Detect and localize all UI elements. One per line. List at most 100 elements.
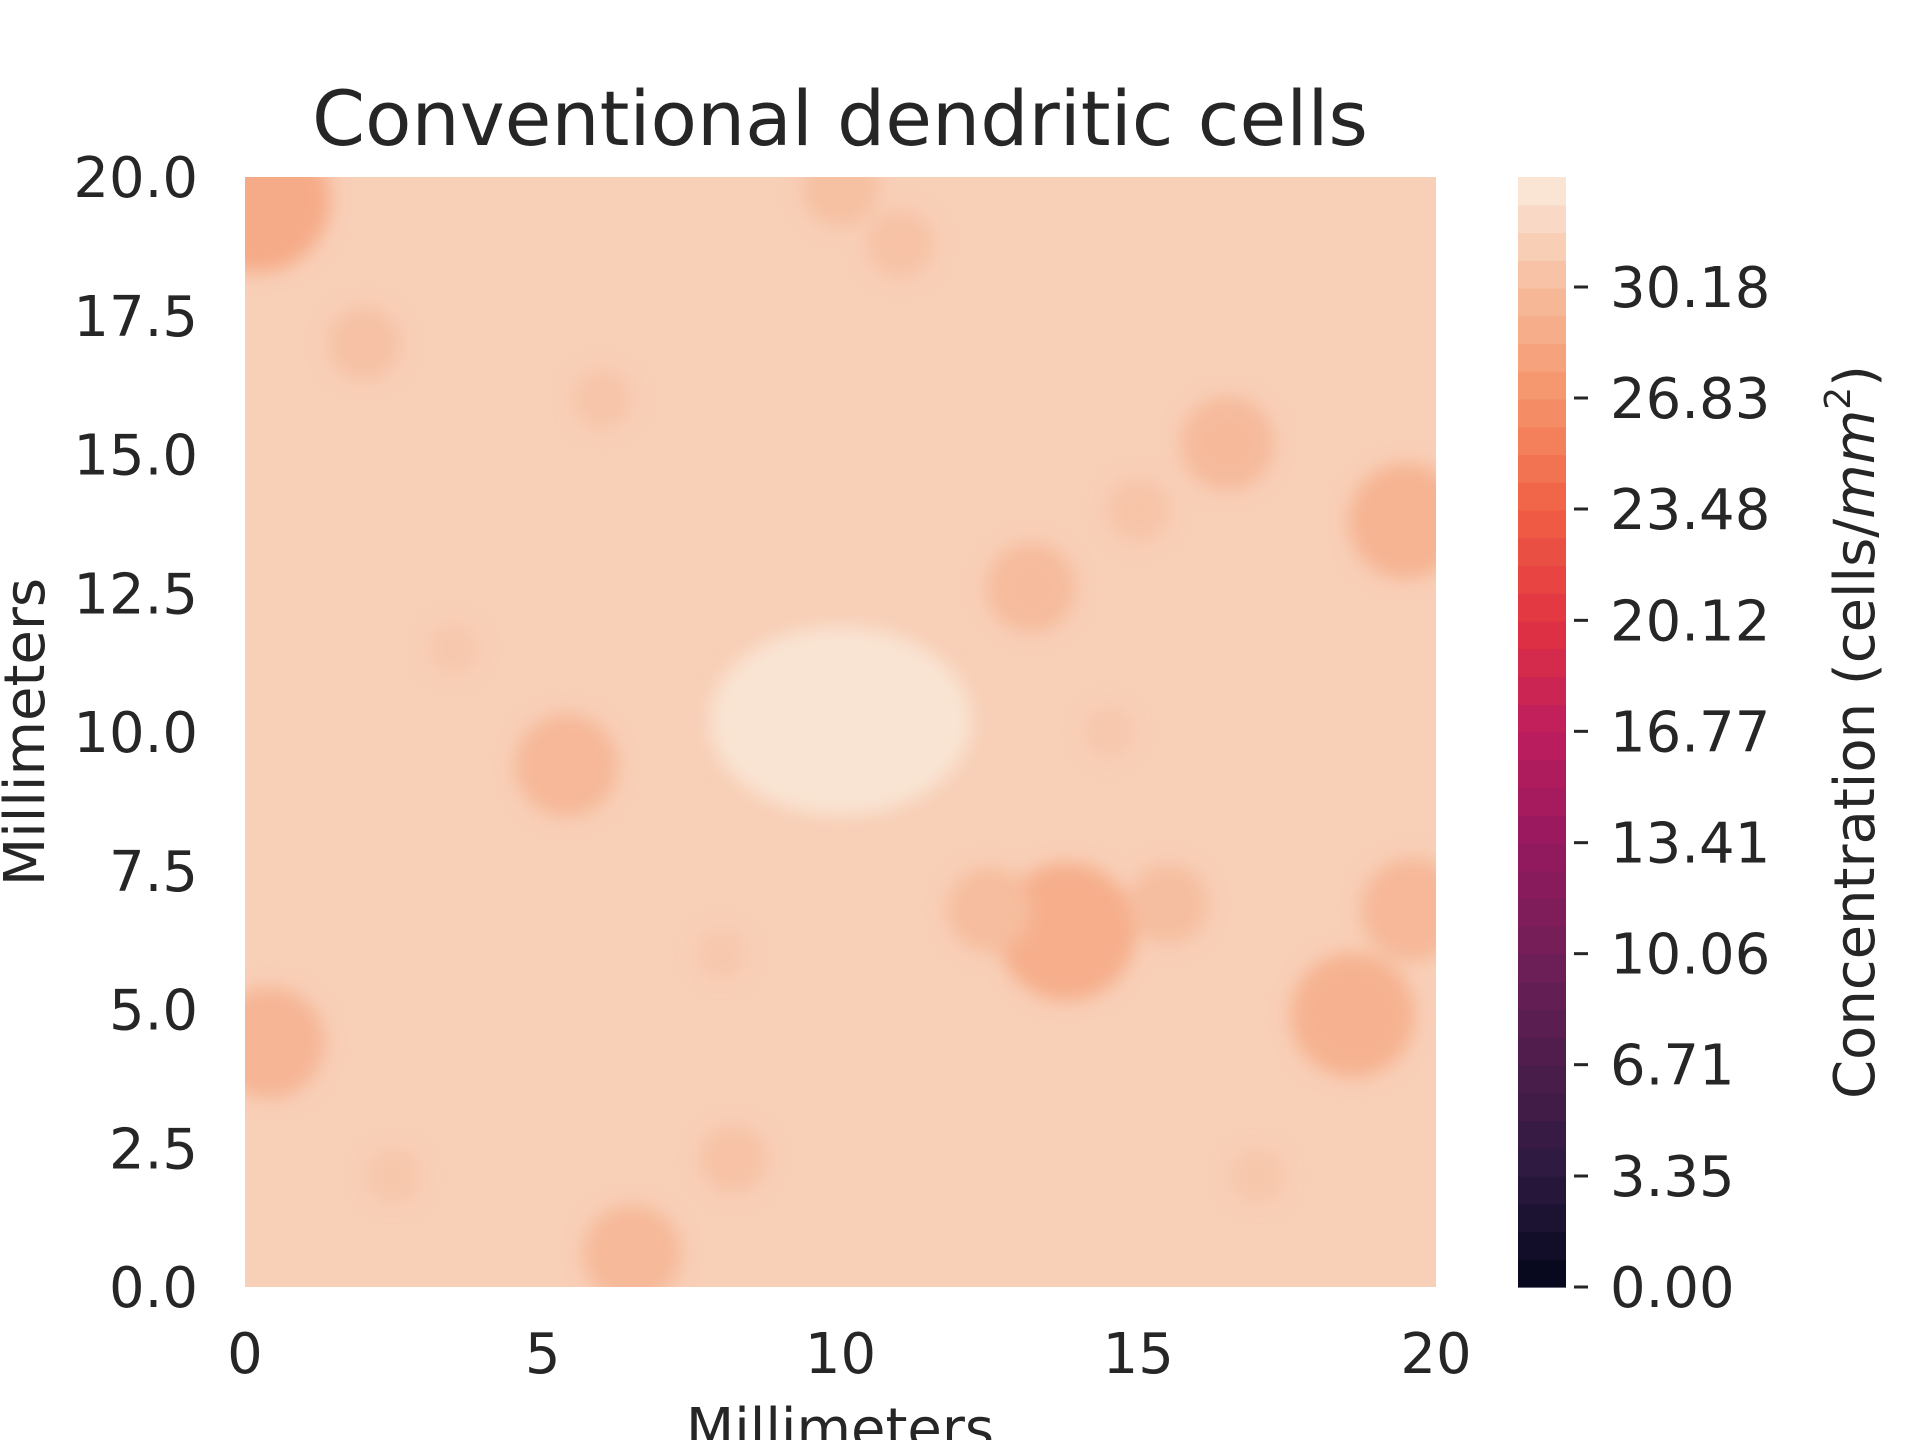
colorbar-band [1518, 1176, 1566, 1205]
y-tick-label: 12.5 [73, 562, 198, 627]
density-spot [515, 713, 618, 817]
colorbar-tick-label: 30.18 [1610, 256, 1770, 321]
y-axis-label: Millimeters [0, 578, 58, 886]
colorbar-label-exponent: 2 [1818, 387, 1859, 410]
colorbar-band [1518, 315, 1566, 345]
density-spots [245, 177, 1436, 1287]
colorbar: 0.00 3.35 6.71 10.06 13.41 16.77 20.12 23.48 26.… [1518, 177, 1888, 1321]
colorbar-tick-label: 16.77 [1610, 700, 1770, 765]
colorbar-band [1518, 371, 1566, 400]
density-spot [245, 177, 331, 273]
colorbar-band [1518, 1065, 1566, 1094]
colorbar-band [1518, 621, 1566, 650]
colorbar-band [1518, 1037, 1566, 1066]
colorbar-band [1518, 426, 1566, 456]
colorbar-label-main: Concentration (cells/ [1823, 519, 1888, 1099]
colorbar-band [1518, 482, 1566, 511]
y-tick-label: 2.5 [109, 1117, 198, 1182]
colorbar-band [1518, 537, 1566, 567]
density-spot [1348, 463, 1436, 580]
colorbar-band [1518, 177, 1566, 206]
colorbar-band [1518, 510, 1566, 539]
density-spot [997, 862, 1136, 1001]
colorbar-band [1518, 759, 1566, 789]
density-spot [1127, 863, 1209, 945]
density-spot [866, 209, 934, 278]
colorbar-tick-label: 3.35 [1610, 1145, 1735, 1210]
x-tick-label: 0 [227, 1322, 263, 1387]
colorbar-band [1518, 260, 1566, 289]
colorbar-band [1518, 1120, 1566, 1149]
colorbar-band [1518, 204, 1566, 234]
colorbar-band [1518, 399, 1566, 428]
colorbar-band [1518, 288, 1566, 317]
colorbar-band [1518, 593, 1566, 622]
colorbar-band [1518, 981, 1566, 1011]
colorbar-label-end: ) [1823, 365, 1888, 387]
colorbar-band [1518, 1203, 1566, 1233]
colorbar-label: Concentration (cells/mm2) [1818, 365, 1888, 1099]
colorbar-band [1518, 870, 1566, 900]
colorbar-band [1518, 898, 1566, 927]
y-tick-label: 5.0 [109, 979, 198, 1044]
x-tick-label: 15 [1103, 1322, 1174, 1387]
colorbar-label-unit: mm [1823, 410, 1888, 519]
colorbar-band [1518, 787, 1566, 816]
colorbar-tick-label: 13.41 [1610, 812, 1770, 877]
density-spot [1083, 707, 1134, 757]
density-spot [245, 987, 325, 1099]
plot-area [245, 177, 1436, 1287]
colorbar-band [1518, 704, 1566, 733]
colorbar-ticks: 0.00 3.35 6.71 10.06 13.41 16.77 20.12 23.48 26.… [1574, 256, 1770, 1321]
y-tick-label: 0.0 [109, 1256, 198, 1321]
y-tick-label: 10.0 [73, 701, 198, 766]
colorbar-band [1518, 1009, 1566, 1038]
colorbar-band [1518, 1148, 1566, 1177]
density-spot [1180, 396, 1275, 491]
colorbar-band [1518, 1259, 1566, 1288]
density-spot [986, 542, 1076, 633]
density-spot [1106, 478, 1170, 542]
density-spot [699, 1125, 768, 1194]
colorbar-tick-label: 0.00 [1610, 1256, 1735, 1321]
low-density-center [709, 626, 972, 816]
colorbar-band [1518, 1231, 1566, 1260]
colorbar-band [1518, 732, 1566, 761]
x-axis-ticks: 0 5 10 15 20 [227, 1322, 1471, 1387]
density-spot [428, 623, 479, 674]
density-spot [328, 307, 401, 380]
colorbar-band [1518, 954, 1566, 983]
colorbar-band [1518, 232, 1566, 261]
colorbar-tick-label: 10.06 [1610, 923, 1770, 988]
colorbar-tick-label: 26.83 [1610, 367, 1770, 432]
colorbar-band [1518, 648, 1566, 678]
x-tick-label: 10 [805, 1322, 876, 1387]
x-tick-label: 20 [1400, 1322, 1471, 1387]
colorbar-band [1518, 454, 1566, 483]
density-spot [696, 929, 747, 979]
y-tick-label: 17.5 [73, 285, 198, 350]
x-axis-label: Millimeters [686, 1397, 994, 1440]
colorbar-band [1518, 815, 1566, 844]
y-tick-label: 7.5 [109, 840, 198, 905]
density-spot [1360, 858, 1436, 961]
colorbar-band [1518, 1092, 1566, 1122]
density-spot [366, 1148, 422, 1204]
colorbar-band [1518, 843, 1566, 872]
colorbar-tick-label: 23.48 [1610, 478, 1770, 543]
y-tick-label: 15.0 [73, 424, 198, 489]
colorbar-band [1518, 565, 1566, 594]
density-spot [582, 1204, 682, 1287]
density-spot [572, 369, 632, 429]
density-spot [802, 177, 879, 227]
colorbar-tick-label: 6.71 [1610, 1034, 1735, 1099]
density-spot [946, 867, 1032, 953]
y-tick-label: 20.0 [73, 146, 198, 211]
colorbar-band [1518, 343, 1566, 372]
colorbar-tick-label: 20.12 [1610, 589, 1770, 654]
colorbar-band [1518, 926, 1566, 955]
x-tick-label: 5 [525, 1322, 561, 1387]
chart-title: Conventional dendritic cells [312, 74, 1368, 163]
colorbar-band [1518, 676, 1566, 705]
